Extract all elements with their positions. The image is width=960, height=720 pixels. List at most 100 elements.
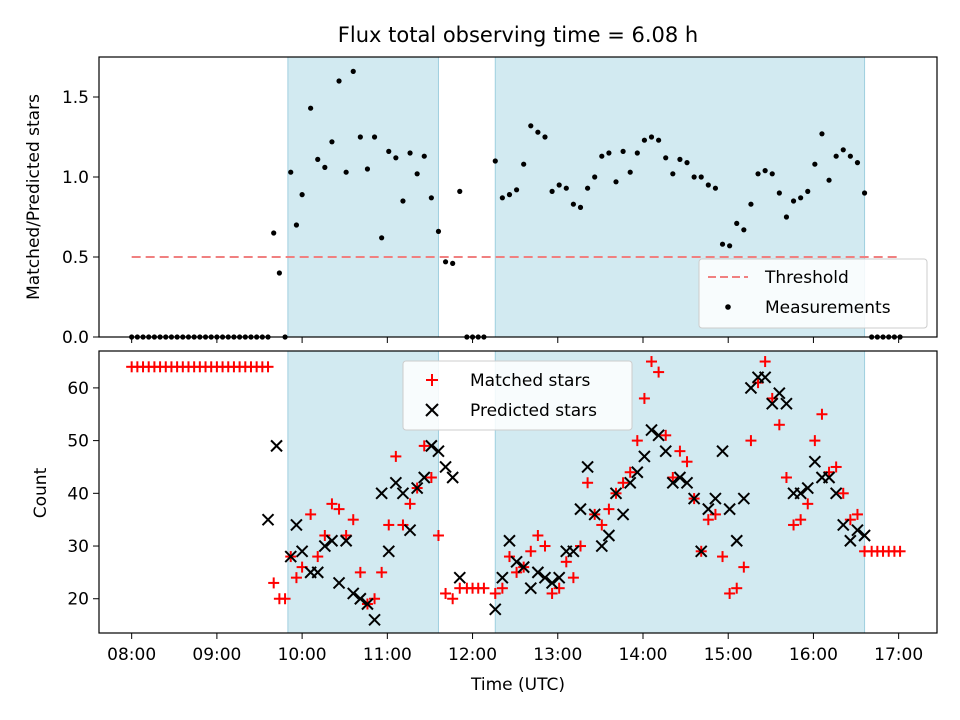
- observing-interval-band: [287, 56, 439, 338]
- matched-star-point: [546, 587, 558, 599]
- predicted-star-point: [418, 471, 431, 484]
- measurement-point: [428, 195, 434, 201]
- predicted-star-point: [545, 576, 559, 590]
- predicted-star-point: [368, 613, 381, 627]
- predicted-star-point: [666, 476, 680, 489]
- predicted-star-point: [773, 386, 786, 400]
- matched-star-point: [745, 435, 757, 447]
- top-y-axis: 0.0 0.5 1.0 1.5: [62, 88, 99, 348]
- x-tick-label: 09:00: [192, 645, 241, 665]
- matched-star-point: [709, 508, 721, 520]
- predicted-star-point: [844, 534, 857, 547]
- predicted-star-point: [325, 534, 339, 547]
- predicted-star-point: [673, 471, 687, 484]
- measurement-point: [861, 190, 868, 196]
- predicted-star-point: [574, 502, 587, 516]
- matched-star-point: [851, 508, 863, 520]
- measurement-point: [364, 166, 371, 172]
- measurement-point: [414, 171, 420, 177]
- measurement-point: [805, 188, 811, 194]
- predicted-star-point: [410, 481, 424, 495]
- measurement-point: [769, 171, 775, 177]
- measurement-point: [513, 187, 520, 193]
- predicted-star-point: [716, 444, 729, 458]
- predicted-star-point: [382, 545, 395, 558]
- matched-star-point: [262, 361, 274, 373]
- measurement-point: [741, 227, 747, 233]
- predicted-star-point: [702, 502, 715, 516]
- matched-star-point: [489, 587, 501, 599]
- measurement-point: [386, 148, 392, 154]
- measurement-point: [833, 153, 839, 159]
- top-panel: 0.0 0.5 1.0 1.5 Flux total observing time =…: [24, 23, 938, 348]
- matched-star-point: [354, 566, 366, 578]
- top-legend-box: [698, 258, 928, 329]
- matched-star-point: [539, 540, 551, 552]
- predicted-star-point: [822, 471, 836, 484]
- matched-star-point: [290, 572, 302, 584]
- predicted-star-point: [595, 539, 609, 553]
- measurement-point: [727, 243, 733, 249]
- matched-star-point: [279, 593, 291, 605]
- predicted-star-point: [652, 429, 665, 442]
- measurement-point: [276, 270, 282, 276]
- predicted-star-point: [339, 534, 353, 547]
- matched-star-point: [553, 582, 565, 594]
- matched-star-point: [667, 472, 679, 484]
- predicted-star-point: [851, 524, 864, 537]
- y-tick-label: 20: [67, 590, 89, 610]
- predicted-star-point: [510, 555, 523, 569]
- matched-star-point: [340, 529, 352, 541]
- matched-star-point: [724, 587, 736, 599]
- predicted-stars-points: [261, 371, 871, 627]
- measurement-point: [641, 137, 648, 143]
- matched-star-point: [503, 551, 515, 563]
- x-tick-label: 13:00: [533, 645, 582, 665]
- measurement-point: [442, 259, 449, 265]
- matched-star-point: [326, 498, 338, 510]
- measurement-point: [549, 188, 555, 194]
- legend-measurements-swatch: [725, 304, 731, 310]
- y-tick-label: 30: [67, 537, 89, 557]
- predicted-star-point: [645, 423, 658, 437]
- measurement-point: [343, 169, 349, 175]
- measurement-point: [329, 139, 335, 145]
- predicted-star-point: [659, 444, 672, 458]
- predicted-star-point: [744, 381, 758, 395]
- top-title: Flux total observing time = 6.08 h: [338, 23, 698, 47]
- x-tick-label: 08:00: [107, 645, 156, 665]
- measurement-point: [379, 235, 385, 241]
- predicted-star-point: [318, 539, 332, 553]
- measurement-point: [528, 123, 534, 129]
- predicted-star-point: [517, 560, 530, 574]
- matched-star-point: [425, 472, 437, 484]
- predicted-star-point: [680, 476, 694, 489]
- matched-stars-points: [126, 356, 906, 610]
- measurement-point: [648, 134, 655, 140]
- measurement-point: [634, 150, 640, 156]
- matched-star-point: [397, 519, 409, 531]
- measurement-point: [748, 201, 754, 207]
- predicted-star-point: [858, 529, 871, 542]
- y-tick-label: 0.0: [62, 328, 89, 348]
- top-x-ticks: [131, 337, 900, 343]
- matched-star-point: [759, 356, 771, 368]
- matched-star-point: [681, 456, 693, 468]
- measurement-point: [599, 153, 605, 159]
- matched-star-point: [717, 551, 729, 563]
- measurement-point: [542, 134, 548, 140]
- matched-star-point: [830, 461, 842, 473]
- matched-star-point: [305, 508, 317, 520]
- legend-predicted-label: Predicted stars: [470, 401, 597, 421]
- measurement-point: [421, 153, 427, 159]
- matched-star-point: [390, 450, 402, 462]
- predicted-star-point: [531, 566, 545, 579]
- y-tick-label: 1.0: [62, 168, 89, 188]
- predicted-star-point: [552, 571, 566, 584]
- measurement-point: [336, 78, 342, 84]
- matched-star-point: [478, 582, 490, 594]
- measurement-point: [563, 185, 569, 191]
- predicted-star-point: [311, 566, 324, 579]
- bottom-x-axis: 08:00 09:00 10:00 11:00 12:00 13:00 14:00 15:00…: [107, 633, 923, 665]
